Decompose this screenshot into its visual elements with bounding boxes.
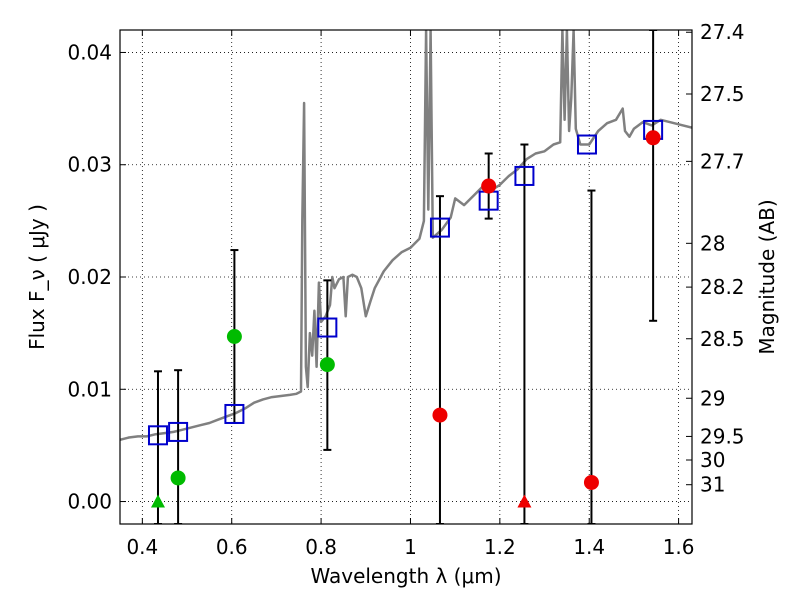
model-photometry-square (224, 403, 245, 424)
x-axis-title: Wavelength λ (μm) (310, 564, 501, 588)
magnitude-tick-label: 29.5 (700, 424, 745, 448)
model-spectrum-line (120, 30, 692, 442)
detection-point (170, 470, 186, 486)
y-tick-label: 0.03 (67, 153, 112, 177)
magnitude-tick-label: 27.4 (700, 20, 745, 44)
detection-point (583, 474, 599, 490)
x-tick-label: 0.4 (126, 535, 158, 559)
x-tick-label: 1.4 (573, 535, 605, 559)
y-axis-title: Flux F_ν ( μJy ) (25, 204, 49, 350)
x-tick-label: 0.8 (305, 535, 337, 559)
x-tick-label: 1.6 (663, 535, 695, 559)
upper-limit-triangle (150, 494, 165, 508)
plot-frame (119, 29, 693, 525)
model-photometry-square (429, 217, 450, 238)
plot-area (120, 30, 692, 524)
model-photometry-square (147, 425, 168, 446)
magnitude-axis-title: Magnitude (AB) (755, 199, 779, 354)
grid (120, 30, 692, 524)
y-tick-label: 0.01 (67, 377, 112, 401)
model-photometry-square (576, 134, 597, 155)
x-tick-label: 1 (404, 535, 417, 559)
y-tick-label: 0.00 (67, 490, 112, 514)
y-tick-label: 0.04 (67, 40, 112, 64)
magnitude-tick-label: 28.5 (700, 327, 745, 351)
detection-point (319, 357, 335, 373)
detection-point (432, 407, 448, 423)
magnitude-tick-label: 28 (700, 231, 725, 255)
detection-point (645, 130, 661, 146)
x-tick-label: 1.2 (484, 535, 516, 559)
model-photometry-square (168, 421, 189, 442)
magnitude-tick-label: 27.7 (700, 149, 745, 173)
x-axis-ticks: 0.4 0.6 0.8 1 1.2 1.4 1.6 (126, 30, 695, 559)
model-photometry-square (317, 317, 338, 338)
detection-point (481, 178, 497, 194)
x-tick-label: 0.6 (216, 535, 248, 559)
detection-point (226, 329, 242, 345)
magnitude-tick-label: 31 (700, 473, 725, 497)
magnitude-tick-label: 30 (700, 448, 725, 472)
upper-limit-triangle (517, 494, 532, 508)
y-axis-ticks: 0.00 0.01 0.02 0.03 0.04 (67, 40, 126, 514)
y-tick-label: 0.02 (67, 265, 112, 289)
model-photometry-square (514, 165, 535, 186)
magnitude-tick-label: 29 (700, 386, 725, 410)
magnitude-tick-label: 27.5 (700, 82, 745, 106)
magnitude-tick-label: 28.2 (700, 275, 745, 299)
